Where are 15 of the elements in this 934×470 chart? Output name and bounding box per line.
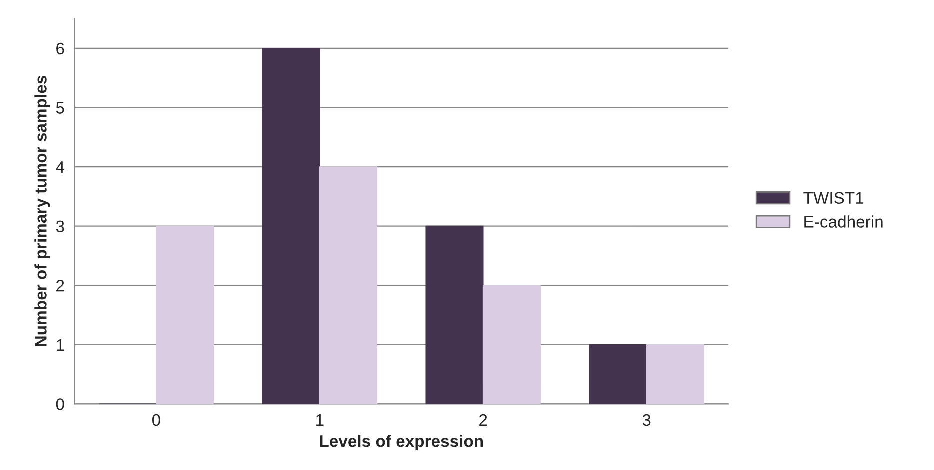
legend-label: TWIST1: [804, 192, 864, 204]
x-tick-label: 3: [642, 414, 651, 426]
y-tick-label: 1: [57, 339, 64, 351]
legend-label: E-cadherin: [804, 216, 883, 228]
y-tick-label: 6: [56, 42, 64, 55]
x-tick-label: 0: [152, 414, 160, 426]
x-tick-label: 1: [316, 414, 324, 426]
y-axis-title: Number of primary tumor samples: [34, 76, 50, 347]
y-tick-label: 0: [56, 398, 64, 410]
y-tick-label: 4: [56, 162, 65, 174]
y-tick-label: 2: [56, 280, 64, 292]
y-tick-label: 3: [56, 220, 64, 233]
x-tick-label: 2: [480, 414, 488, 426]
y-tick-label: 5: [56, 102, 64, 114]
x-axis-title: Levels of expression: [320, 435, 484, 451]
